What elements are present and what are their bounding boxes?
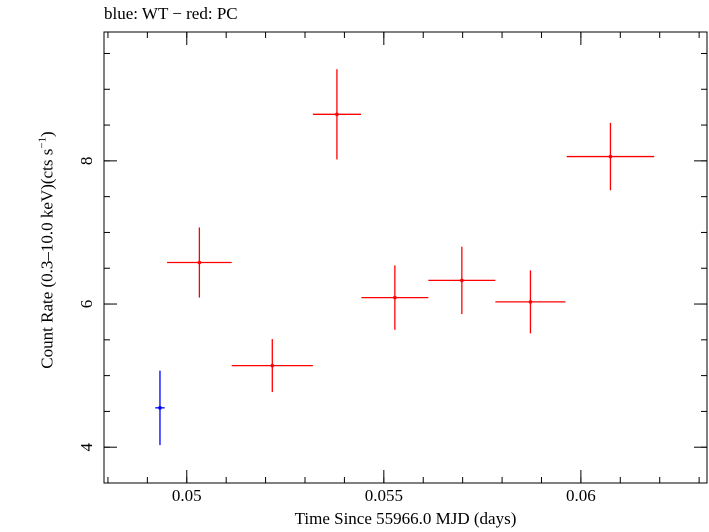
y-tick-label: 8 [77,157,96,166]
y-axis-label: Count Rate (0.3–10.0 keV)(cts s−1) [37,131,58,368]
wt-point-marker [158,406,162,410]
pc-point-marker [335,112,339,117]
tick-labels: 0.05 0.055 0.06 4 6 8 [77,157,596,505]
y-axis-label-suffix: ) [37,131,57,137]
data-points [155,69,655,446]
x-tick-label: 0.055 [365,486,403,505]
pc-data-point [566,122,655,191]
y-tick-label: 6 [77,300,96,309]
pc-data-point [312,69,361,160]
pc-point-marker [460,278,464,283]
pc-point-marker [608,154,613,159]
pc-data-point [428,246,496,315]
pc-data-point [495,270,566,334]
y-axis-label-exponent: −1 [36,136,49,149]
pc-point-marker [270,363,275,368]
x-tick-label: 0.05 [172,486,202,505]
pc-data-point [167,227,232,298]
pc-point-marker [197,260,202,265]
x-tick-label: 0.06 [566,486,596,505]
plot-frame [103,31,708,484]
pc-point-marker [393,295,397,300]
axis-ticks [104,32,707,484]
x-axis-label: Time Since 55966.0 MJD (days) [294,509,517,528]
pc-data-point [231,339,313,393]
chart-title: blue: WT − red: PC [104,4,238,23]
y-axis-label-prefix: Count Rate (0.3–10.0 keV)(cts s [37,148,57,369]
pc-point-marker [528,300,533,304]
wt-data-point [155,370,165,446]
y-tick-label: 4 [77,442,96,451]
pc-data-point [361,265,429,330]
